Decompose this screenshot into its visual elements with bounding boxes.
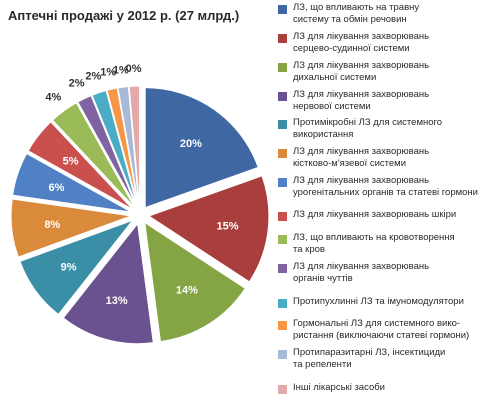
legend-swatch (278, 120, 287, 130)
legend-swatch (278, 177, 287, 187)
slice-value-label-2: 14% (176, 285, 198, 297)
legend-label: ЛЗ для лікування захворювань органів чут… (293, 260, 430, 284)
legend-label: ЛЗ для лікування захворювань дихальної с… (293, 59, 430, 83)
legend-label: ЛЗ, що впливають на травну систему та об… (293, 2, 420, 26)
legend-item-13: Інші лікарські засоби (278, 382, 490, 394)
pie-slice-5 (10, 198, 132, 258)
pie-slice-1 (147, 175, 270, 283)
pie-slice-8 (51, 102, 136, 209)
legend-item-3: ЛЗ для лікування захворювань нервової си… (278, 89, 490, 113)
pie-slice-3 (62, 222, 154, 345)
pie-slice-11 (106, 87, 139, 207)
legend-swatch (278, 34, 287, 44)
legend-item-12: Протипаразитарні ЛЗ, інсектициди та репе… (278, 347, 490, 371)
pie-slice-13 (128, 85, 141, 207)
legend-swatch (278, 235, 287, 245)
legend-label: ЛЗ для лікування захворювань урогеніталь… (293, 174, 478, 198)
legend-swatch (278, 5, 287, 15)
legend-label: Протипаразитарні ЛЗ, інсектициди та репе… (293, 346, 446, 370)
slice-value-label-11: 1% (100, 66, 116, 78)
slice-value-label-13: 0% (126, 63, 142, 75)
legend-swatch (278, 298, 287, 308)
slice-value-label-12: 1% (113, 64, 129, 76)
legend-item-9: ЛЗ для лікування захворювань органів чут… (278, 261, 490, 285)
pie-slice-2 (144, 221, 246, 343)
slice-value-label-0: 20% (180, 138, 202, 150)
slice-value-label-7: 5% (63, 156, 79, 168)
chart-title: Аптечні продажі у 2012 р. (27 млрд.) (8, 8, 240, 23)
pie-slice-7 (27, 121, 134, 210)
pie-slice-12 (117, 85, 140, 207)
legend-item-7: ЛЗ для лікування захворювань шкіри (278, 209, 490, 222)
slice-value-label-10: 2% (85, 71, 101, 83)
legend-label: Інші лікарські засоби (293, 381, 385, 393)
legend-label: Протимікробні ЛЗ для системного використ… (293, 117, 443, 141)
slice-value-label-5: 8% (44, 219, 60, 231)
pie-chart: 20%15%14%13%9%8%6%5%4%2%2%1%1%0% (10, 63, 270, 345)
slice-value-label-8: 4% (45, 91, 61, 103)
legend-swatch (278, 148, 287, 158)
legend-item-5: ЛЗ для лікування захворювань кістково-м'… (278, 146, 490, 170)
legend-label: ЛЗ для лікування захворювань кістково-м'… (293, 145, 430, 169)
pie-slice-10 (91, 89, 138, 207)
legend-swatch (278, 384, 287, 394)
slice-value-label-1: 15% (217, 220, 239, 232)
legend-label: ЛЗ для лікування захворювань серцево-суд… (293, 31, 430, 55)
legend-swatch (278, 62, 287, 72)
legend-swatch (278, 321, 287, 331)
legend-item-11: Гормональні ЛЗ для системного вико- рист… (278, 318, 490, 342)
legend-item-4: Протимікробні ЛЗ для системного використ… (278, 117, 490, 141)
legend-label: ЛЗ для лікування захворювань нервової си… (293, 88, 430, 112)
legend-item-2: ЛЗ для лікування захворювань дихальної с… (278, 60, 490, 84)
legend-swatch (278, 263, 287, 273)
pie-slice-6 (12, 152, 132, 213)
legend-swatch (278, 212, 287, 222)
legend-label: ЛЗ для лікування захворювань шкіри (293, 209, 457, 221)
legend-label: ЛЗ, що впливають на кровотворення та кро… (293, 232, 455, 256)
legend-label: Гормональні ЛЗ для системного вико- рист… (293, 318, 470, 342)
pie-slice-4 (19, 219, 135, 316)
slice-value-label-6: 6% (48, 182, 64, 194)
slice-value-label-9: 2% (69, 77, 85, 89)
pie-slice-9 (77, 94, 137, 208)
legend-item-0: ЛЗ, що впливають на травну систему та об… (278, 2, 490, 26)
chart-legend: ЛЗ, що впливають на травну систему та об… (278, 0, 490, 402)
legend-item-1: ЛЗ для лікування захворювань серцево-суд… (278, 31, 490, 55)
legend-item-10: Протипухлинні ЛЗ та імуномодулятори (278, 296, 490, 308)
legend-item-6: ЛЗ для лікування захворювань урогеніталь… (278, 175, 490, 199)
slice-value-label-4: 9% (61, 262, 77, 274)
pie-slice-0 (144, 87, 259, 209)
legend-swatch (278, 349, 287, 359)
legend-label: Протипухлинні ЛЗ та імуномодулятори (293, 295, 464, 307)
slice-value-label-3: 13% (106, 295, 128, 307)
legend-swatch (278, 91, 287, 101)
legend-item-8: ЛЗ, що впливають на кровотворення та кро… (278, 232, 490, 256)
